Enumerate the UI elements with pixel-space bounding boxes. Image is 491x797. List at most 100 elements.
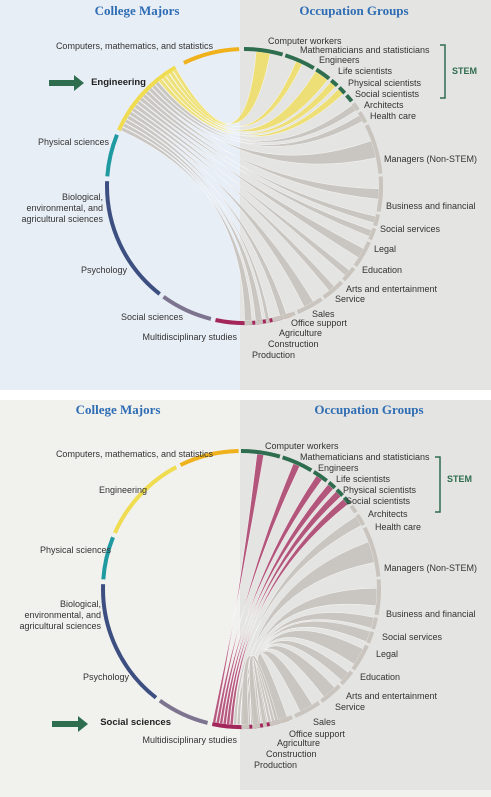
arcs <box>105 46 384 326</box>
arc-agriculture <box>265 318 270 324</box>
major-label-biological-environmental-and-agricultural-sciences-3: Biological, <box>60 599 101 609</box>
arc-managers-non-stem <box>362 526 381 577</box>
occupation-label-managers-non-stem: Managers (Non-STEM) <box>384 563 477 573</box>
arc-business-and-financial <box>374 579 382 616</box>
arc-engineers <box>312 470 328 483</box>
occupation-label-sales: Sales <box>313 717 336 727</box>
occupation-label-education: Education <box>362 265 402 275</box>
stem-label: STEM <box>447 474 472 484</box>
occupations-header: Occupation Groups <box>299 3 408 18</box>
occupation-label-health-care: Health care <box>375 522 421 532</box>
arc-office-support <box>271 311 296 322</box>
occupation-label-architects: Architects <box>368 509 408 519</box>
occupation-label-sales: Sales <box>312 309 335 319</box>
arrow-shaft <box>52 721 80 727</box>
ribbons <box>212 453 378 726</box>
major-label-computers-mathematics-and-statistics: Computers, mathematics, and statistics <box>56 449 214 459</box>
occupation-label-agriculture: Agriculture <box>279 328 322 338</box>
occupation-label-social-scientists: Social scientists <box>346 496 411 506</box>
arc-computers-mathematics-and-statistics <box>183 47 240 65</box>
occupation-label-physical-scientists: Physical scientists <box>348 78 422 88</box>
arc-sales <box>296 297 323 314</box>
major-label-biological-environmental-and-agricultural-sciences-4: environmental, and <box>24 610 101 620</box>
major-label-biological-environmental-and-agricultural-sciences-5: agricultural sciences <box>21 214 103 224</box>
occupation-label-health-care: Health care <box>370 111 416 121</box>
arrow-head <box>78 716 88 732</box>
major-label-multidisciplinary-studies: Multidisciplinary studies <box>142 735 237 745</box>
arc-arts-and-entertainment <box>339 670 354 686</box>
arc-physical-scientists <box>337 86 347 95</box>
arc-health-care <box>355 513 366 526</box>
arc-business-and-financial <box>376 176 384 212</box>
occupation-label-engineers: Engineers <box>318 463 359 473</box>
arc-computers-mathematics-and-statistics <box>179 449 239 467</box>
majors-background <box>0 0 240 390</box>
occupation-label-business-and-financial: Business and financial <box>386 201 476 211</box>
arc-engineering <box>113 465 178 534</box>
major-label-social-sciences: Social sciences <box>121 312 184 322</box>
occupation-label-mathematicians-and-statisticians: Mathematicians and statisticians <box>300 45 430 55</box>
arc-mathematicians-and-statisticians <box>281 455 313 473</box>
arc-life-scientists <box>330 78 339 88</box>
ribbon-legal <box>247 621 371 726</box>
arc-agriculture <box>262 722 268 728</box>
occupation-label-office-support: Office support <box>291 318 347 328</box>
occupation-label-business-and-financial: Business and financial <box>386 609 476 619</box>
arc-construction <box>252 723 261 729</box>
arc-architects <box>351 102 360 112</box>
arc-construction <box>255 319 264 325</box>
occupation-label-office-support: Office support <box>289 729 345 739</box>
occupation-label-mathematicians-and-statisticians: Mathematicians and statisticians <box>300 452 430 462</box>
occupations-header: Occupation Groups <box>314 402 423 417</box>
arc-biological-environmental-and-agricultural-sciences <box>105 181 161 296</box>
occupation-label-production: Production <box>254 760 297 770</box>
major-label-social-sciences: Social sciences <box>100 717 171 728</box>
major-label-psychology: Psychology <box>83 672 130 682</box>
ribbon-life-scientists <box>222 484 334 725</box>
occupation-label-social-scientists: Social scientists <box>355 89 420 99</box>
arcs <box>101 449 382 730</box>
ribbons <box>120 51 380 322</box>
stem-label: STEM <box>452 66 477 76</box>
arc-social-scientists <box>345 93 354 103</box>
occupation-label-social-services: Social services <box>382 632 443 642</box>
arc-physical-scientists <box>335 488 344 497</box>
arc-social-scientists <box>342 496 351 505</box>
arc-engineering <box>116 65 177 132</box>
major-label-biological-environmental-and-agricultural-sciences-5: agricultural sciences <box>19 621 101 631</box>
major-label-biological-environmental-and-agricultural-sciences-4: environmental, and <box>26 203 103 213</box>
ribbon-managers-non-stem <box>148 87 377 165</box>
occupation-label-legal: Legal <box>374 244 396 254</box>
majors-header: College Majors <box>95 3 180 18</box>
occupation-label-legal: Legal <box>376 649 398 659</box>
major-label-multidisciplinary-studies: Multidisciplinary studies <box>142 332 237 342</box>
occupation-label-construction: Construction <box>268 339 319 349</box>
occupation-label-agriculture: Agriculture <box>277 738 320 748</box>
arc-office-support <box>269 715 293 726</box>
arc-service <box>322 280 344 299</box>
arc-computer-workers <box>240 449 281 459</box>
major-label-psychology: Psychology <box>81 265 128 275</box>
chord-panel-social-sciences: College Majors Occupation Groups Compute… <box>0 400 491 790</box>
occupation-label-social-services: Social services <box>380 224 441 234</box>
stem-bracket-line <box>435 456 441 513</box>
arc-legal <box>366 631 375 644</box>
major-label-engineering: Engineering <box>99 485 147 495</box>
arc-education <box>351 644 369 671</box>
ribbon-managers-non-stem <box>236 541 375 726</box>
ribbon-legal <box>139 97 372 237</box>
ribbon-agriculture <box>124 118 270 320</box>
ribbon-engineers <box>165 71 328 132</box>
highlight-arrow-icon <box>49 75 84 91</box>
arc-managers-non-stem <box>364 124 383 174</box>
occupation-label-life-scientists: Life scientists <box>336 474 391 484</box>
occupation-label-service: Service <box>335 702 365 712</box>
occupation-label-arts-and-entertainment: Arts and entertainment <box>346 691 438 701</box>
occupation-label-computer-workers: Computer workers <box>268 36 342 46</box>
occupation-label-production: Production <box>252 350 295 360</box>
occupation-label-education: Education <box>360 672 400 682</box>
arrow-shaft <box>49 80 76 86</box>
arc-psychology <box>162 295 212 321</box>
